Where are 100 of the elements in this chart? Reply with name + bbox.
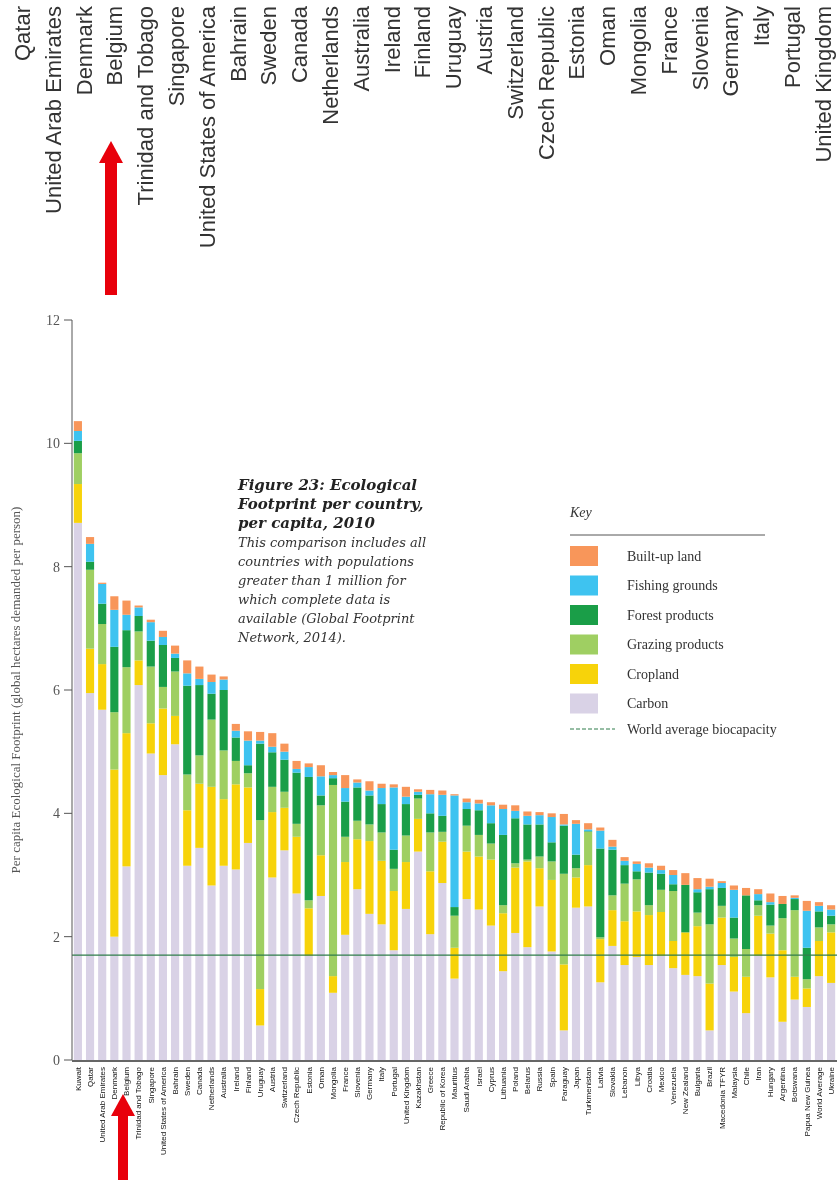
x-tick-label: Brazil bbox=[705, 1066, 715, 1088]
category-label: Canada bbox=[287, 6, 313, 84]
legend-label: Carbon bbox=[627, 696, 669, 712]
x-tick-label: United Arab Emirates bbox=[97, 1067, 107, 1143]
x-tick-label: Austria bbox=[268, 1066, 278, 1092]
x-tick-label: New Zealand bbox=[681, 1067, 691, 1115]
x-tick-label: United Kingdom bbox=[401, 1066, 411, 1124]
category-label: Ireland bbox=[379, 6, 405, 74]
x-tick-label: Kazakhstan bbox=[413, 1067, 423, 1109]
category-label: Australia bbox=[348, 6, 374, 92]
x-tick-label: Libya bbox=[632, 1066, 642, 1087]
y-tick-label: 6 bbox=[53, 682, 60, 698]
x-tick-label: Mauritius bbox=[450, 1067, 460, 1100]
x-tick-label: Mexico bbox=[656, 1066, 666, 1093]
y-tick-label: 10 bbox=[46, 436, 60, 452]
category-label: Qatar bbox=[10, 6, 35, 62]
x-tick-label: Denmark bbox=[110, 1066, 120, 1100]
x-tick-label: Iran bbox=[754, 1067, 764, 1081]
category-label: Portugal bbox=[780, 6, 805, 88]
category-label: Estonia bbox=[564, 6, 590, 80]
x-tick-label: Canada bbox=[195, 1066, 205, 1096]
x-tick-label: Bahrain bbox=[170, 1067, 180, 1095]
x-tick-label: Israel bbox=[474, 1066, 484, 1087]
legend-label: Cropland bbox=[627, 666, 680, 682]
category-label: Denmark bbox=[71, 6, 97, 96]
x-tick-label: Germany bbox=[365, 1067, 375, 1100]
x-tick-label: Botswana bbox=[790, 1066, 800, 1103]
x-tick-label: France bbox=[340, 1066, 350, 1092]
x-tick-label: Lithuania bbox=[498, 1066, 508, 1100]
category-label: Mongolia bbox=[626, 6, 651, 96]
x-tick-label: Oman bbox=[316, 1067, 326, 1089]
legend-label: Grazing products bbox=[627, 637, 724, 653]
x-tick-label: Singapore bbox=[146, 1066, 156, 1104]
category-label: Bahrain bbox=[225, 6, 251, 82]
category-label: United Arab Emirates bbox=[40, 6, 66, 214]
x-tick-label: World Average bbox=[814, 1066, 824, 1120]
x-tick-label: Cyprus bbox=[486, 1067, 496, 1093]
x-tick-label: Chile bbox=[741, 1066, 751, 1086]
x-tick-label: Ireland bbox=[231, 1067, 241, 1092]
x-tick-label: Slovenia bbox=[353, 1066, 363, 1098]
category-label: Uruguay bbox=[441, 6, 467, 90]
category-label: Trinidad and Tobago bbox=[133, 6, 159, 206]
x-tick-label: Latvia bbox=[596, 1066, 606, 1089]
x-tick-label: Papua New Guinea bbox=[802, 1066, 812, 1137]
x-tick-label: Czech Republic bbox=[292, 1067, 302, 1124]
x-tick-label: Netherlands bbox=[207, 1067, 217, 1111]
x-tick-label: Poland bbox=[511, 1067, 521, 1092]
category-label: Czech Republic bbox=[533, 6, 559, 161]
x-tick-label: Portugal bbox=[389, 1066, 399, 1097]
x-tick-label: Venezuela bbox=[668, 1066, 678, 1105]
x-tick-label: Hungary bbox=[766, 1067, 776, 1098]
x-tick-label: Croatia bbox=[644, 1066, 654, 1093]
x-tick-label: Bulgaria bbox=[693, 1066, 703, 1097]
x-tick-label: Japan bbox=[571, 1067, 581, 1089]
x-tick-label: Qatar bbox=[85, 1066, 95, 1088]
text: Figure 23: Ecological Footprint per country, per capita, 2010 bbox=[237, 476, 424, 532]
y-tick-label: 4 bbox=[53, 806, 60, 822]
x-tick-label: Malaysia bbox=[729, 1066, 739, 1099]
legend-label: Built-up land bbox=[627, 548, 702, 564]
x-tick-label: Kuwait bbox=[73, 1066, 83, 1092]
x-tick-label: Trinidad and Tobago bbox=[134, 1066, 144, 1140]
x-tick-label: Macedonia TFYR bbox=[717, 1066, 727, 1130]
x-tick-label: Finland bbox=[243, 1067, 253, 1094]
x-tick-label: Ukraine bbox=[826, 1066, 836, 1095]
category-label: United Kingdom bbox=[810, 6, 836, 163]
legend-label: Forest products bbox=[627, 607, 714, 623]
x-tick-label: Australia bbox=[219, 1066, 229, 1099]
x-tick-label: Uruguay bbox=[255, 1067, 265, 1098]
x-tick-label: Mongolia bbox=[328, 1066, 338, 1100]
x-tick-label: Estonia bbox=[304, 1066, 314, 1094]
x-tick-label: Italy bbox=[377, 1067, 387, 1082]
x-tick-label: Switzerland bbox=[280, 1067, 290, 1109]
y-tick-label: 12 bbox=[46, 312, 60, 328]
x-tick-label: Russia bbox=[535, 1066, 545, 1092]
x-tick-label: Saudi Arabia bbox=[462, 1066, 472, 1113]
x-tick-label: Spain bbox=[547, 1067, 557, 1088]
x-tick-label: Belgium bbox=[122, 1066, 132, 1096]
legend-label: World average biocapacity bbox=[627, 721, 777, 737]
category-label: France bbox=[656, 6, 682, 75]
category-label: Switzerland bbox=[502, 6, 528, 120]
category-label: Belgium bbox=[102, 6, 128, 86]
x-tick-label: Turkmenistan bbox=[583, 1067, 593, 1116]
category-label: Sweden bbox=[256, 6, 282, 86]
x-tick-label: United States of America bbox=[158, 1066, 168, 1156]
legend-title: Key bbox=[569, 504, 593, 520]
x-tick-label: Lebanon bbox=[620, 1067, 630, 1099]
x-tick-label: Slovakia bbox=[608, 1066, 618, 1098]
x-tick-label: Paraguay bbox=[559, 1067, 569, 1102]
category-label: Germany bbox=[718, 6, 744, 97]
y-tick-label: 0 bbox=[53, 1052, 60, 1068]
category-label: Austria bbox=[472, 6, 497, 75]
x-tick-label: Argentina bbox=[778, 1066, 788, 1102]
category-label: Italy bbox=[749, 6, 775, 47]
x-tick-label: Belarus bbox=[523, 1067, 533, 1095]
category-label: Netherlands bbox=[318, 6, 343, 125]
category-label: Oman bbox=[595, 6, 621, 66]
x-tick-label: Greece bbox=[426, 1066, 435, 1094]
category-label: United States of America bbox=[194, 6, 220, 249]
legend-label: Fishing grounds bbox=[627, 578, 718, 594]
y-axis-title: Per capita Ecological Footprint (global hectares demanded per person) bbox=[8, 506, 23, 874]
